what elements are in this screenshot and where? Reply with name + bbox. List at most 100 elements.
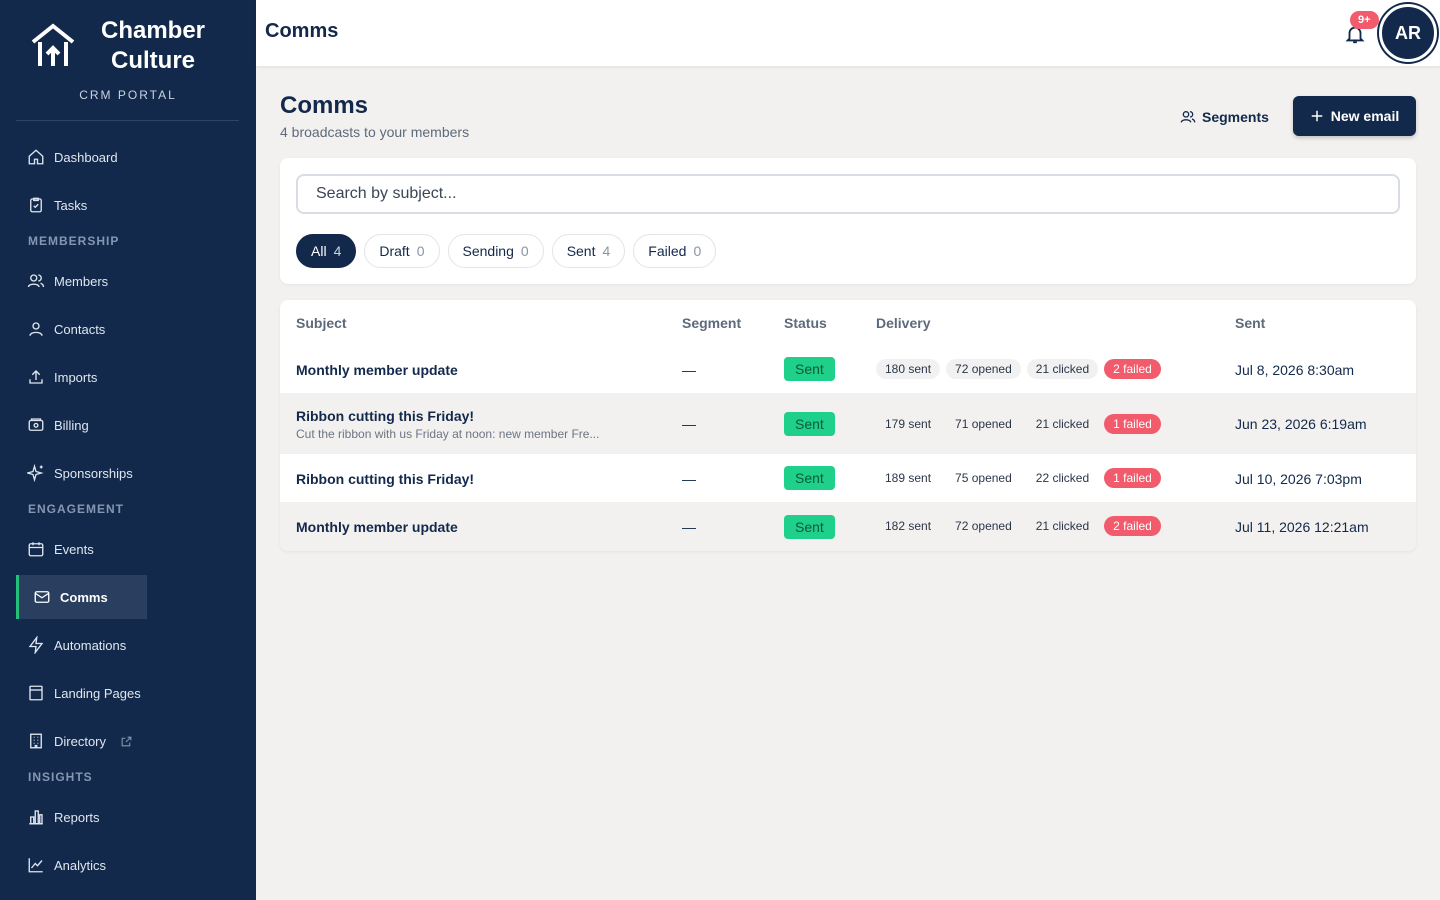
filter-chip-count: 0 [693,243,702,259]
filter-chip-label: Draft [379,243,410,259]
mail-icon [34,591,50,603]
brand-name-line1: Chamber [100,17,206,44]
new-email-button-label: New email [1330,108,1400,124]
clipboard-check-icon [30,197,42,213]
home-icon [28,149,44,165]
status-filter-chips: All 4 Draft 0 Sending 0 Sent 4 Failed 0 [296,234,717,268]
new-email-button[interactable]: New email [1293,96,1416,136]
sidebar-item-comms[interactable]: Comms [16,575,147,619]
column-header-delivery[interactable]: Delivery [876,315,931,331]
upload-icon [29,370,43,384]
table-row[interactable]: Monthly member update — Sent 180 sent 72… [280,346,1416,393]
filter-chip-all[interactable]: All 4 [296,234,357,268]
stat-clicked: 21 clicked [1035,417,1090,431]
column-header-sent[interactable]: Sent [1235,315,1266,331]
filter-chip-draft[interactable]: Draft 0 [364,234,440,268]
users-icon [27,274,45,288]
topbar-title: Comms [265,20,339,42]
sidebar-item-directory[interactable]: Directory [0,719,256,763]
sidebar-item-label: Comms [60,589,108,605]
status-badge: Sent [784,515,835,539]
filter-chip-label: Failed [648,243,687,259]
sidebar-item-label: Events [54,541,94,557]
sidebar-item-label: Billing [54,417,89,433]
notification-badge[interactable]: 9+ [1350,11,1379,29]
sidebar-section-membership: MEMBERSHIP [28,234,120,248]
sidebar-item-landing-pages[interactable]: Landing Pages [0,671,256,715]
calendar-icon [28,542,44,557]
stat-failed: 2 failed [1104,359,1161,379]
status-badge: Sent [784,412,835,436]
external-link-icon [121,736,132,746]
avatar[interactable]: AR [1379,4,1437,62]
broadcasts-table: Subject Segment Status Delivery Sent Mon… [280,300,1416,551]
row-segment: — [682,416,696,432]
delivery-stats: 180 sent 72 opened 21 clicked 2 failed [876,359,1161,379]
sidebar-item-automations[interactable]: Automations [0,623,256,667]
sidebar-item-tasks[interactable]: Tasks [0,183,256,227]
sidebar-item-label: Landing Pages [54,685,141,701]
row-subject[interactable]: Ribbon cutting this Friday! [296,408,475,424]
row-sent-date: Jun 23, 2026 6:19am [1235,416,1367,432]
filter-chip-count: 4 [333,243,342,259]
column-header-segment[interactable]: Segment [682,315,742,331]
stat-failed: 1 failed [1104,468,1161,488]
sidebar-item-label: Automations [54,637,127,653]
table-row[interactable]: Monthly member update — Sent 182 sent 72… [280,502,1416,551]
sidebar-section-insights: INSIGHTS [28,770,93,784]
bar-chart-icon [29,810,43,825]
stat-sent: 182 sent [885,519,932,533]
stat-opened: 72 opened [955,519,1012,533]
row-subject[interactable]: Monthly member update [296,519,458,535]
stat-sent: 180 sent [876,359,941,379]
filter-chip-count: 4 [602,243,611,259]
stat-failed: 2 failed [1104,516,1161,536]
wallet-icon [28,418,44,431]
sidebar-item-billing[interactable]: Billing [0,403,256,447]
stat-clicked: 21 clicked [1035,519,1090,533]
brand[interactable]: Chamber Culture CRM PORTAL [0,0,256,120]
sidebar-nav: Dashboard Tasks MEMBERSHIP Members Conta… [0,135,256,891]
column-header-status[interactable]: Status [784,315,827,331]
sidebar-item-label: Members [54,273,109,289]
sidebar-item-label: Tasks [54,197,88,213]
sparkle-icon [27,464,44,482]
stat-clicked: 22 clicked [1035,471,1090,485]
user-icon [29,322,43,336]
sidebar-item-label: Reports [54,809,100,825]
filter-chip-sending[interactable]: Sending 0 [447,234,544,268]
row-preview: Cut the ribbon with us Friday at noon: n… [296,427,600,441]
table-header: Subject Segment Status Delivery Sent [280,300,1416,346]
table-row[interactable]: Ribbon cutting this Friday! Cut the ribb… [280,393,1416,454]
filter-chip-sent[interactable]: Sent 4 [551,234,626,268]
brand-subtitle: CRM PORTAL [79,88,177,102]
filter-chip-label: Sent [566,243,596,259]
filter-chip-label: Sending [462,243,514,259]
delivery-stats: 189 sent 75 opened 22 clicked 1 failed [876,468,1161,488]
status-badge: Sent [784,466,835,490]
sidebar-item-sponsorships[interactable]: Sponsorships [0,451,256,495]
sidebar-item-events[interactable]: Events [0,527,256,571]
sidebar-item-analytics[interactable]: Analytics [0,843,256,887]
building-icon [30,733,42,749]
sidebar-item-imports[interactable]: Imports [0,355,256,399]
row-subject[interactable]: Ribbon cutting this Friday! [296,471,475,487]
sidebar-item-label: Contacts [54,321,106,337]
page-title: Comms [280,92,369,119]
sidebar-item-reports[interactable]: Reports [0,795,256,839]
sidebar-item-contacts[interactable]: Contacts [0,307,256,351]
stat-opened: 72 opened [946,359,1021,379]
sidebar-item-label: Analytics [54,857,107,873]
sidebar-item-label: Sponsorships [54,465,133,481]
table-row[interactable]: Ribbon cutting this Friday! — Sent 189 s… [280,454,1416,502]
filter-chip-failed[interactable]: Failed 0 [633,234,717,268]
sidebar-item-members[interactable]: Members [0,259,256,303]
row-sent-date: Jul 10, 2026 7:03pm [1235,471,1362,487]
row-subject[interactable]: Monthly member update [296,362,458,378]
segments-button[interactable]: Segments [1170,98,1279,136]
search-input[interactable] [296,174,1400,214]
delivery-stats: 182 sent 72 opened 21 clicked 2 failed [876,516,1161,536]
sidebar-item-dashboard[interactable]: Dashboard [0,135,256,179]
column-header-subject[interactable]: Subject [296,315,347,331]
stat-clicked: 21 clicked [1026,359,1099,379]
